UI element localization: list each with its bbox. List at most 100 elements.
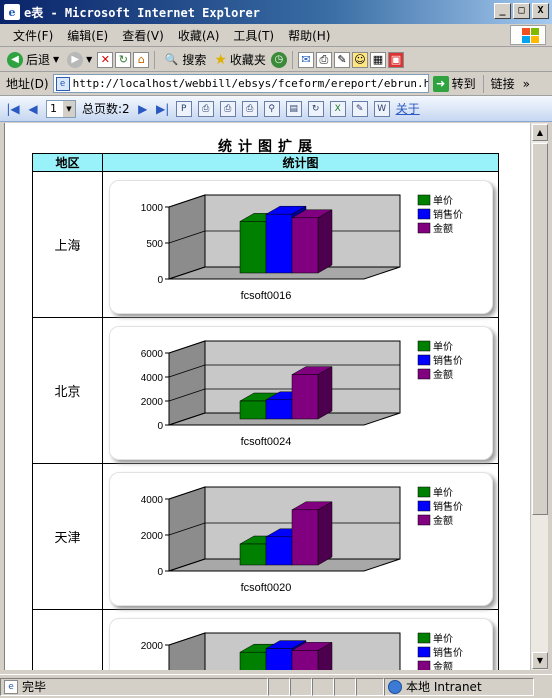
menu-file[interactable]: 文件(F) — [13, 28, 54, 43]
legend-label: 单价 — [433, 341, 453, 353]
table-row: 上海 0 500 1000 fcsoft0016 单价 销售价 金额 — [32, 171, 499, 318]
stop-icon[interactable]: ✕ — [97, 51, 114, 68]
status-text: 完毕 — [22, 680, 47, 694]
y-tick-label: 0 — [157, 567, 163, 578]
menu-help[interactable]: 帮助(H) — [288, 28, 331, 43]
region-cell: 上海 — [32, 171, 103, 318]
chart-cell: 0 500 1000 fcsoft0016 单价 销售价 金额 — [102, 171, 499, 318]
page-select-value: 1 — [50, 102, 57, 115]
page-select-dropdown-icon[interactable]: ▼ — [63, 100, 75, 117]
region-cell: 北京 — [32, 317, 103, 464]
print-setup-icon[interactable]: ⎙ — [219, 100, 236, 117]
chart-cell: 02000单价销售价金额 — [102, 609, 499, 670]
search-label: 搜索 — [182, 53, 207, 67]
tool-icon[interactable]: ▣ — [387, 51, 404, 68]
menu-tools[interactable]: 工具(T) — [233, 28, 275, 43]
grid-line — [168, 388, 206, 402]
y-tick-label: 4000 — [141, 495, 164, 506]
address-bar: 地址(D) e http://localhost/webbill/ebsys/f… — [0, 72, 552, 96]
legend-label: 金额 — [433, 368, 453, 381]
chart-side-wall — [168, 340, 206, 426]
menu-favorites[interactable]: 收藏(A) — [177, 28, 220, 43]
excel-export-icon[interactable]: X — [329, 100, 346, 117]
grid-line — [168, 340, 206, 354]
word-export-icon[interactable]: W — [373, 100, 390, 117]
last-page-icon[interactable]: ▶| — [156, 101, 170, 116]
print-icon[interactable]: ⎙ — [197, 100, 214, 117]
minimize-button[interactable]: _ — [494, 3, 511, 19]
first-page-icon[interactable]: |◀ — [6, 101, 20, 116]
bar-side — [317, 366, 333, 420]
bar-1 — [265, 648, 293, 670]
favorites-button[interactable]: ★ 收藏夹 — [211, 49, 269, 71]
mail-icon[interactable]: ✉ — [297, 51, 314, 68]
total-pages: 总页数:2 — [82, 102, 130, 116]
status-cell — [334, 677, 356, 696]
menu-edit[interactable]: 编辑(E) — [67, 28, 109, 43]
favorites-label: 收藏夹 — [229, 53, 266, 67]
direct-print-icon[interactable]: ⎙ — [241, 100, 258, 117]
report-title: 统计图扩展 — [218, 139, 318, 155]
close-button[interactable]: X — [532, 3, 549, 19]
legend-swatch — [417, 632, 431, 644]
page-select[interactable]: 1 ▼ — [46, 99, 76, 118]
go-button[interactable]: ➜ 转到 — [432, 75, 476, 92]
grid-line — [168, 486, 206, 500]
legend-label: 单价 — [433, 195, 453, 207]
legend-label: 金额 — [433, 660, 453, 670]
legend-swatch — [417, 208, 431, 220]
legend-swatch — [417, 646, 431, 658]
search-button[interactable]: 🔍 搜索 — [160, 49, 209, 71]
region-cell: 天津 — [32, 463, 103, 610]
bar-0 — [239, 400, 267, 420]
back-dropdown-icon[interactable]: ▼ — [53, 55, 60, 64]
grid-line — [168, 558, 206, 572]
table-row: 北京 0 2000 4000 6000 fcsoft0024 单价 销售价 金额 — [32, 317, 499, 464]
history-icon[interactable]: ◷ — [270, 51, 287, 68]
forward-dropdown-icon[interactable]: ▼ — [86, 55, 93, 64]
legend-label: 销售价 — [433, 354, 463, 367]
chart-panel: 0 2000 4000 fcsoft0020 单价 销售价 金额 — [109, 472, 493, 606]
back-button[interactable]: ◀ 后退 ▼ — [4, 49, 62, 71]
home-icon[interactable]: ⌂ — [133, 51, 150, 68]
messenger-icon[interactable]: ☺ — [351, 51, 368, 68]
go-label: 转到 — [451, 77, 476, 91]
back-arrow-icon: ◀ — [7, 51, 23, 68]
legend-swatch — [417, 340, 431, 352]
standard-toolbar: ◀ 后退 ▼ ▶ ▼ ✕ ↻ ⌂ 🔍 搜索 ★ 收藏夹 ◷ ✉ ⎙ ✎ ☺ ▦ … — [0, 48, 552, 72]
bar-side — [317, 641, 333, 670]
links-button[interactable]: 链接 — [490, 77, 515, 91]
scroll-down-icon[interactable]: ▼ — [532, 652, 548, 669]
edit-report-icon[interactable]: ✎ — [351, 100, 368, 117]
scroll-thumb[interactable] — [532, 143, 548, 515]
vertical-scrollbar[interactable]: ▲ ▼ — [530, 123, 548, 670]
address-input[interactable]: e http://localhost/webbill/ebsys/fceform… — [52, 74, 429, 93]
grid-line — [168, 194, 206, 208]
forward-button[interactable]: ▶ ▼ — [64, 49, 95, 71]
bar-2 — [291, 509, 319, 566]
print-preview-icon[interactable]: P — [175, 100, 192, 117]
refresh-icon[interactable]: ↻ — [115, 51, 132, 68]
bar-chart: 02000单价销售价金额 — [141, 632, 463, 670]
edit-icon[interactable]: ✎ — [333, 51, 350, 68]
legend-label: 金额 — [433, 222, 453, 235]
print-icon[interactable]: ⎙ — [315, 51, 332, 68]
about-link[interactable]: 关于 — [395, 102, 420, 116]
page-done-icon: e — [4, 679, 18, 694]
refresh-report-icon[interactable]: ↻ — [307, 100, 324, 117]
address-url: http://localhost/webbill/ebsys/fceform/e… — [72, 77, 429, 90]
legend-swatch — [417, 354, 431, 366]
legend-swatch — [417, 514, 431, 526]
research-icon[interactable]: ▦ — [369, 51, 386, 68]
page-setup-icon[interactable]: ▤ — [285, 100, 302, 117]
next-page-icon[interactable]: ▶ — [138, 101, 148, 116]
prev-page-icon[interactable]: ◀ — [28, 101, 38, 116]
links-more-icon[interactable]: » — [522, 76, 530, 91]
maximize-button[interactable]: □ — [513, 3, 530, 19]
chart-side-wall — [168, 632, 206, 670]
status-cell — [268, 677, 290, 696]
find-icon[interactable]: ⚲ — [263, 100, 280, 117]
menu-view[interactable]: 查看(V) — [122, 28, 164, 43]
scroll-up-icon[interactable]: ▲ — [532, 124, 548, 141]
